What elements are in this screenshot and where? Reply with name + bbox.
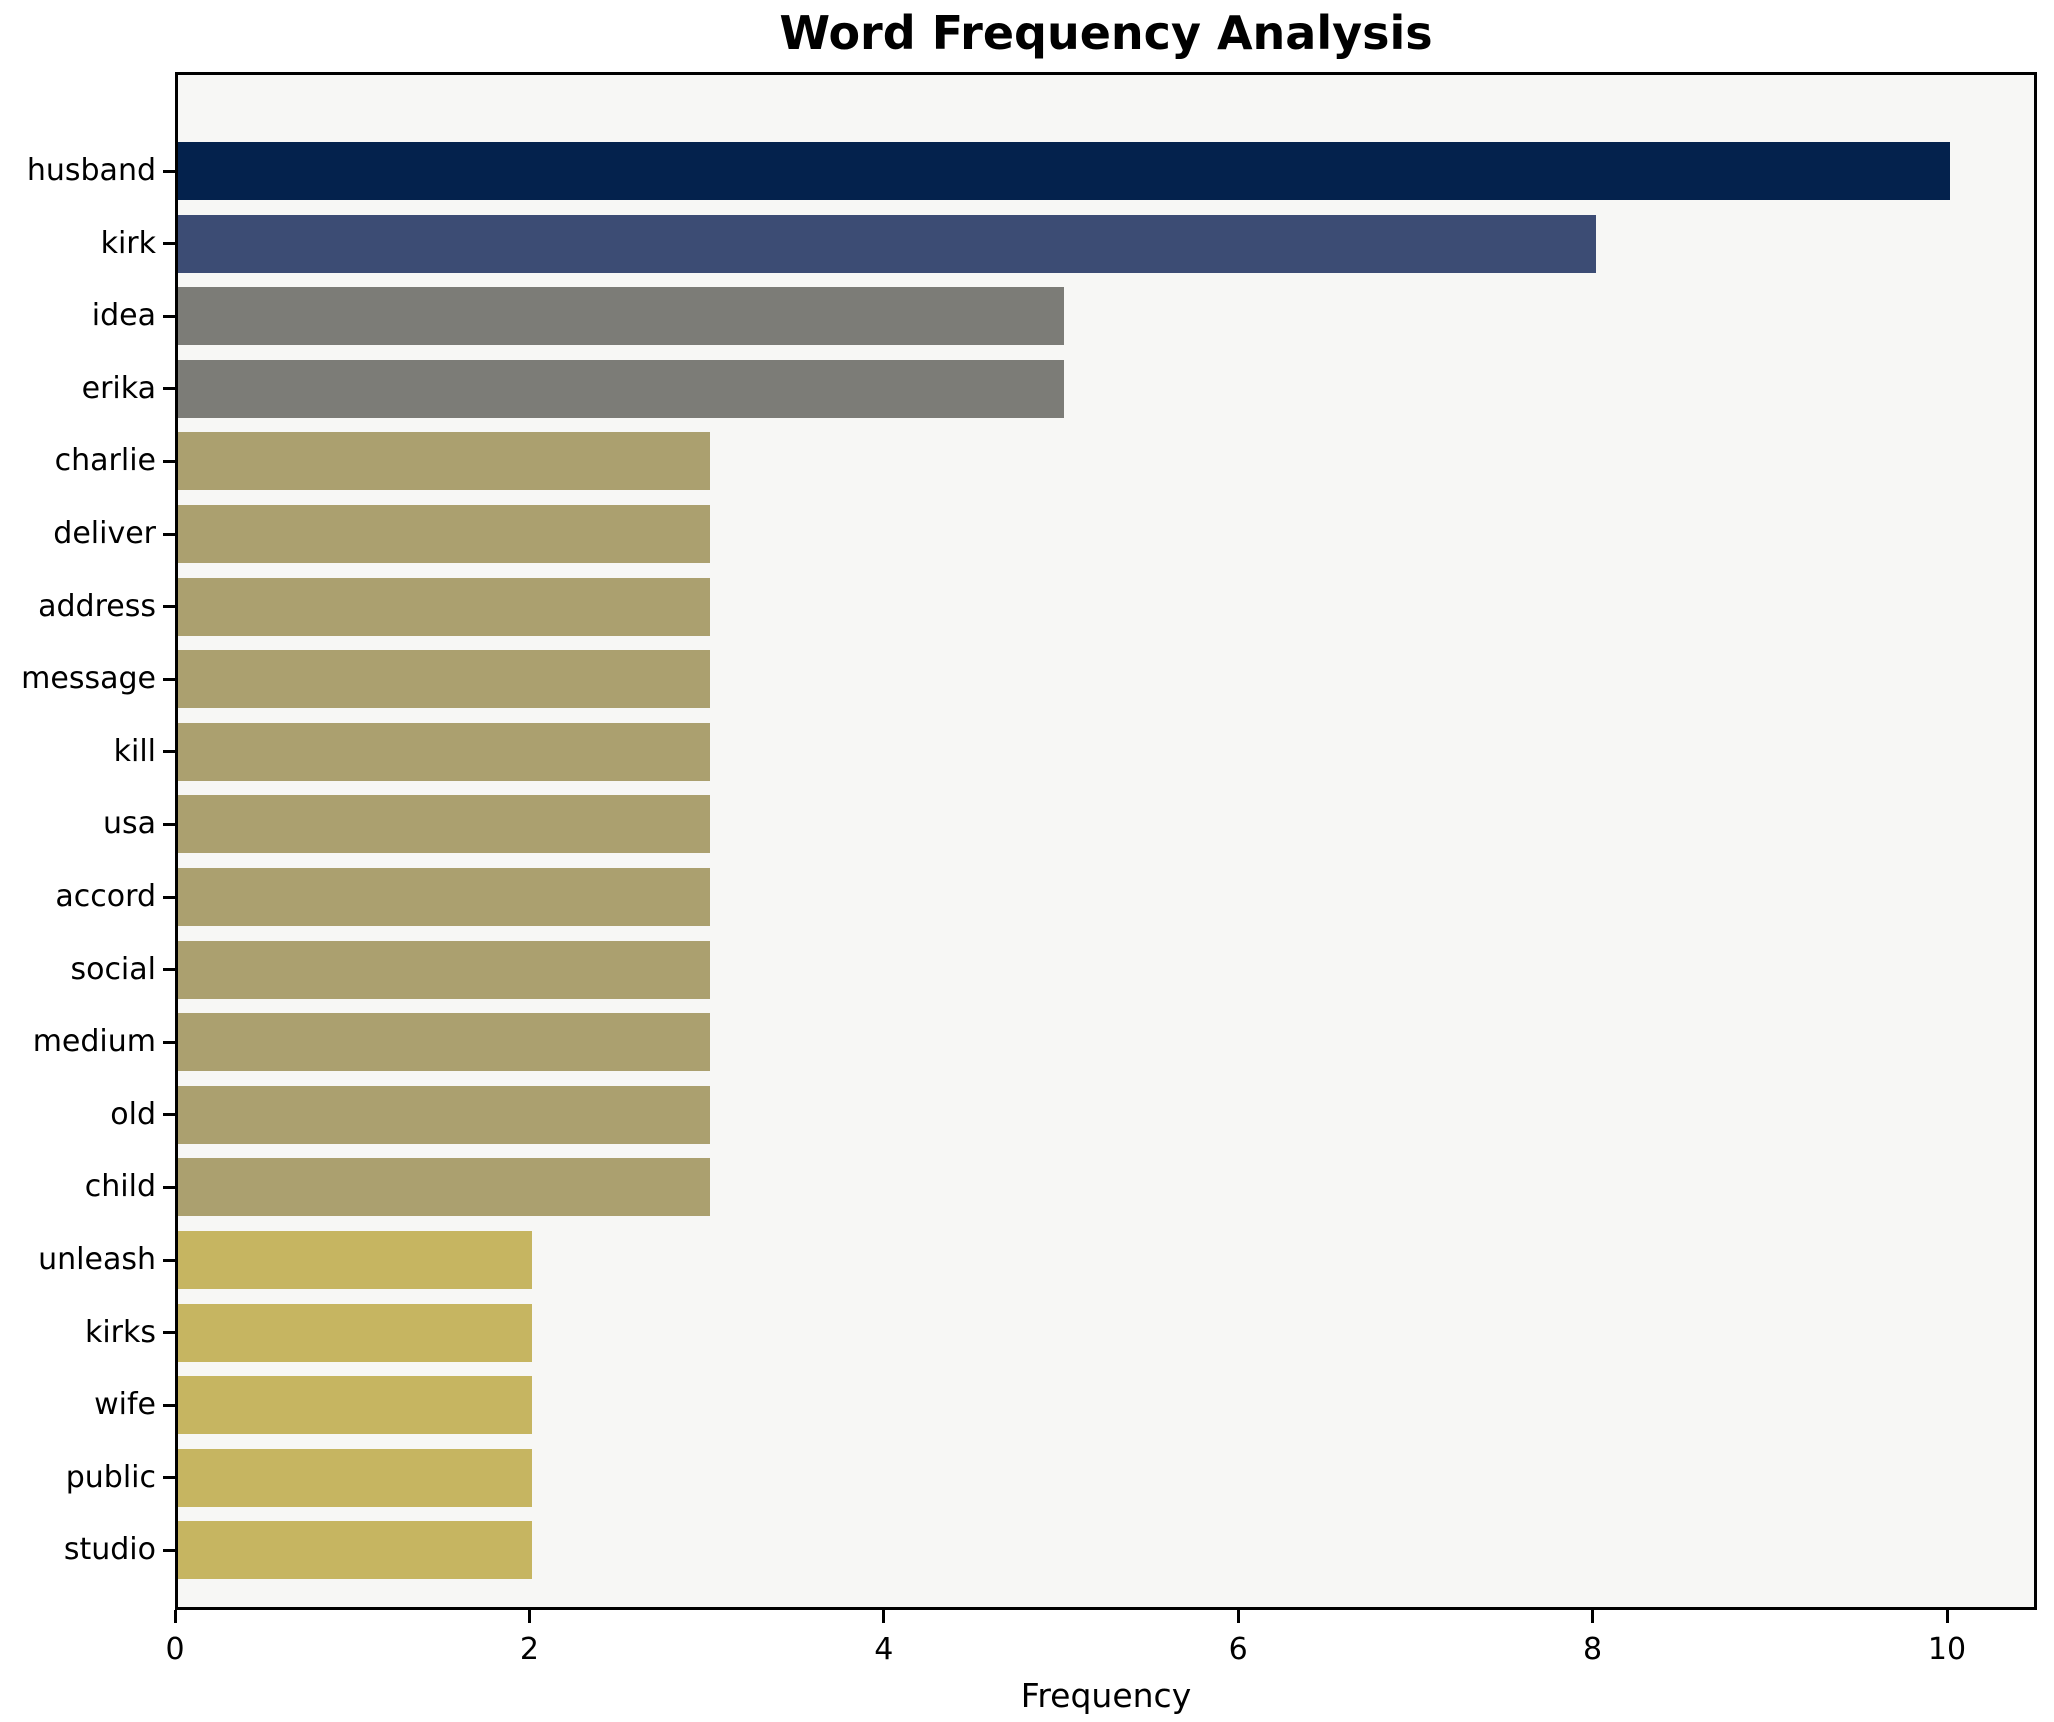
y-tick-mark — [163, 1258, 176, 1262]
bar-accord — [178, 868, 710, 926]
y-tick-label-wife: wife — [94, 1387, 156, 1423]
y-tick-label-erika: erika — [81, 370, 156, 406]
y-tick-mark — [163, 387, 176, 391]
y-tick-mark — [163, 1403, 176, 1407]
y-tick-mark — [163, 1113, 176, 1117]
y-tick-mark — [163, 968, 176, 972]
bar-unleash — [178, 1231, 533, 1289]
x-tick-mark — [173, 1610, 177, 1623]
bar-kill — [178, 722, 710, 781]
y-tick-mark — [163, 1476, 176, 1480]
bar-message — [178, 650, 710, 709]
x-tick-label-10: 10 — [1927, 1632, 1967, 1667]
x-tick-mark — [1591, 1610, 1595, 1623]
x-tick-mark — [1945, 1610, 1949, 1623]
y-tick-label-kill: kill — [113, 733, 156, 769]
bar-kirks — [178, 1303, 533, 1362]
y-tick-mark — [163, 1548, 176, 1552]
y-tick-mark — [163, 1331, 176, 1335]
bar-studio — [178, 1521, 533, 1580]
bar-charlie — [178, 432, 710, 491]
bar-address — [178, 577, 710, 636]
y-tick-label-accord: accord — [55, 879, 156, 914]
bar-idea — [178, 287, 1064, 346]
y-tick-mark — [163, 822, 176, 826]
bar-wife — [178, 1376, 533, 1435]
plot-area — [175, 72, 2037, 1610]
bar-public — [178, 1448, 533, 1507]
y-tick-mark — [163, 169, 176, 173]
y-tick-mark — [163, 459, 176, 463]
x-tick-mark — [882, 1610, 886, 1623]
x-tick-label-0: 0 — [165, 1632, 185, 1667]
x-tick-label-2: 2 — [519, 1632, 539, 1667]
y-tick-mark — [163, 750, 176, 754]
x-tick-label-6: 6 — [1228, 1632, 1248, 1667]
y-tick-mark — [163, 677, 176, 681]
y-tick-mark — [163, 605, 176, 609]
y-tick-mark — [163, 532, 176, 536]
x-tick-mark — [527, 1610, 531, 1623]
bar-child — [178, 1158, 710, 1217]
y-tick-label-usa: usa — [102, 806, 156, 842]
y-tick-label-husband: husband — [26, 153, 156, 188]
y-tick-mark — [163, 895, 176, 899]
y-tick-label-studio: studio — [63, 1532, 156, 1568]
bar-usa — [178, 795, 710, 854]
y-tick-label-unleash: unleash — [38, 1242, 156, 1277]
y-tick-label-child: child — [84, 1169, 156, 1205]
x-axis-title: Frequency — [1020, 1676, 1192, 1715]
y-tick-mark — [163, 314, 176, 318]
x-tick-label-4: 4 — [874, 1632, 894, 1667]
y-tick-label-charlie: charlie — [54, 443, 156, 479]
x-tick-label-8: 8 — [1583, 1632, 1603, 1667]
y-tick-label-message: message — [21, 661, 156, 697]
y-tick-label-kirks: kirks — [84, 1314, 156, 1350]
bar-deliver — [178, 505, 710, 563]
y-tick-label-social: social — [70, 951, 156, 987]
y-tick-label-deliver: deliver — [53, 516, 156, 551]
y-tick-label-address: address — [38, 588, 156, 624]
bar-old — [178, 1085, 710, 1144]
y-tick-mark — [163, 1040, 176, 1044]
chart-title: Word Frequency Analysis — [779, 6, 1433, 60]
y-tick-label-public: public — [65, 1459, 156, 1495]
y-tick-mark — [163, 1185, 176, 1189]
y-tick-label-old: old — [110, 1096, 156, 1132]
y-tick-mark — [163, 242, 176, 246]
bar-husband — [178, 142, 1950, 200]
x-tick-mark — [1236, 1610, 1240, 1623]
y-tick-label-idea: idea — [91, 298, 156, 334]
bar-erika — [178, 359, 1064, 418]
y-tick-label-kirk: kirk — [100, 225, 156, 261]
y-tick-label-medium: medium — [32, 1024, 156, 1060]
bar-medium — [178, 1013, 710, 1072]
bar-social — [178, 940, 710, 999]
bar-kirk — [178, 214, 1596, 273]
